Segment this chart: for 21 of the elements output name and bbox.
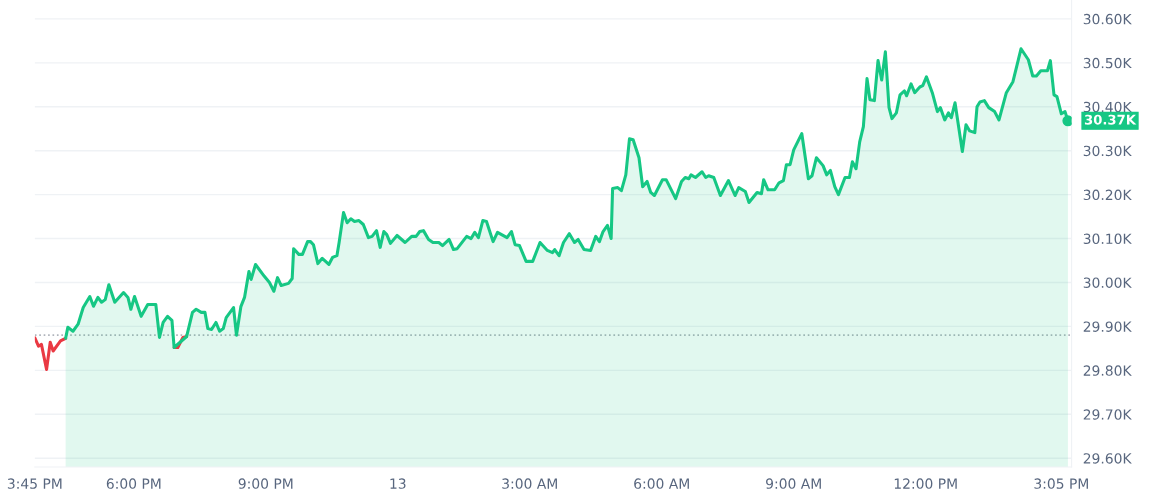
y-tick-label: 30.20K (1083, 189, 1132, 201)
x-tick-label: 9:00 PM (238, 478, 293, 489)
x-tick-label: 6:00 AM (634, 478, 689, 489)
y-tick-label: 29.70K (1083, 409, 1132, 420)
x-tick-label: 6:00 PM (106, 478, 161, 489)
y-tick-label: 30.40K (1083, 101, 1132, 113)
y-tick-label: 30.00K (1083, 277, 1132, 288)
x-tick-label: 13 (390, 478, 406, 489)
y-tick-label: 30.30K (1083, 145, 1132, 157)
x-tick-label: 9:00 AM (766, 478, 821, 489)
x-tick-label: 3:05 PM (1034, 478, 1088, 489)
y-tick-label: 30.60K (1083, 13, 1132, 25)
annotation: 30.37K (1084, 114, 1137, 125)
y-tick-label: 30.50K (1083, 57, 1132, 69)
y-tick-label: 29.80K (1083, 365, 1132, 376)
x-tick-label: 3:45 PM (7, 478, 62, 489)
y-tick-label: 30.10K (1083, 233, 1132, 245)
y-tick-label: 29.90K (1083, 321, 1132, 332)
x-tick-label: 3:00 AM (502, 478, 557, 489)
x-tick-label: 12:00 PM (894, 478, 957, 489)
y-tick-label: 29.60K (1083, 453, 1132, 464)
